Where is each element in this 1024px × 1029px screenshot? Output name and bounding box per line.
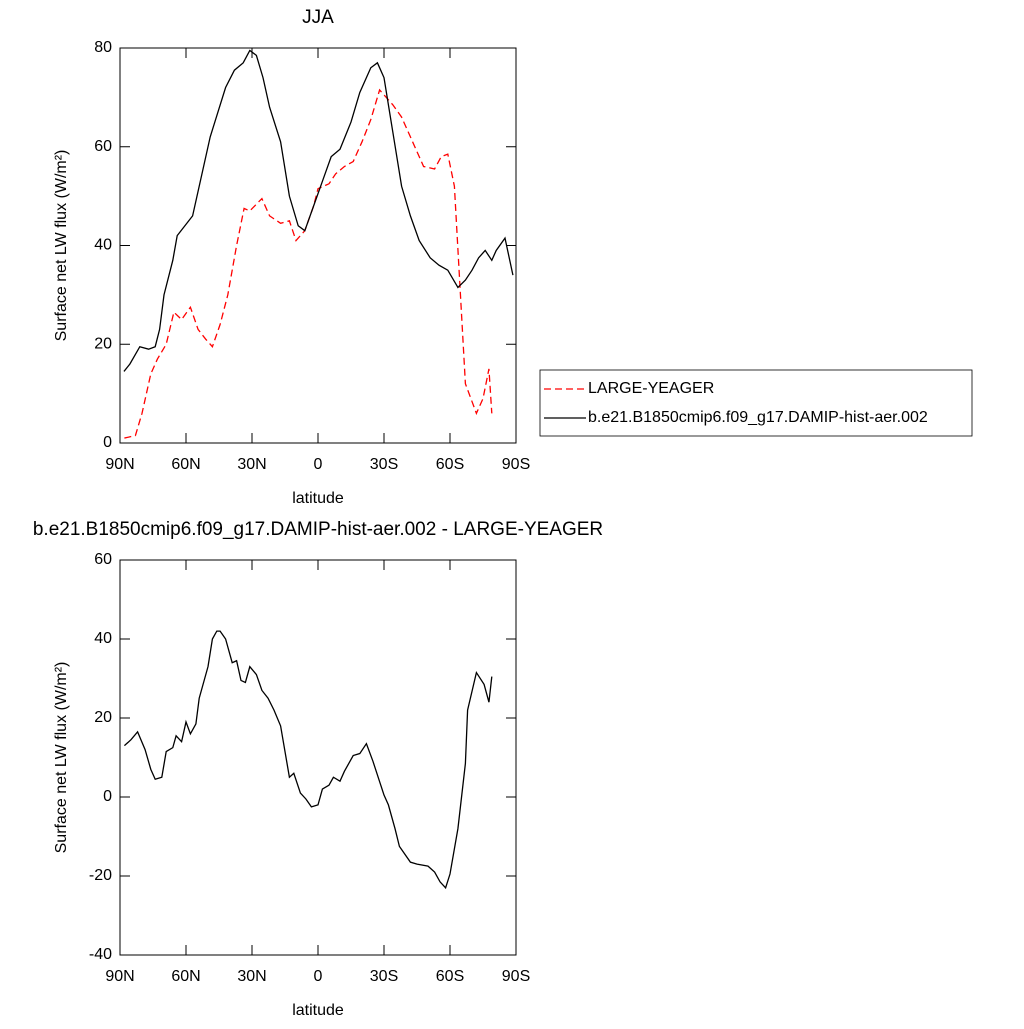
x-tick-label: 30N	[237, 968, 266, 985]
legend-label: LARGE-YEAGER	[588, 380, 714, 397]
x-tick-label: 90N	[105, 456, 134, 473]
y-tick-label: 20	[94, 709, 112, 726]
y-tick-label: -40	[89, 946, 112, 963]
x-tick-label: 60S	[436, 968, 464, 985]
y-tick-label: 80	[94, 39, 112, 56]
plot-frame	[119, 559, 517, 956]
x-tick-label: 90S	[502, 456, 530, 473]
y-tick-label: 60	[94, 138, 112, 155]
chart-title: JJA	[302, 7, 334, 28]
x-tick-label: 30N	[237, 456, 266, 473]
x-tick-label: 30S	[370, 968, 398, 985]
x-tick-label: 30S	[370, 456, 398, 473]
y-tick-label: 40	[94, 630, 112, 647]
x-tick-label: 90S	[502, 968, 530, 985]
chart-title: b.e21.B1850cmip6.f09_g17.DAMIP-hist-aer.…	[33, 519, 603, 540]
plot-frame	[119, 47, 517, 444]
y-tick-label: 20	[94, 335, 112, 352]
y-tick-label: -20	[89, 867, 112, 884]
y-tick-label: 0	[103, 788, 112, 805]
data-line	[123, 49, 514, 372]
x-tick-label: 60N	[171, 968, 200, 985]
legend-label: b.e21.B1850cmip6.f09_g17.DAMIP-hist-aer.…	[588, 409, 928, 426]
data-line	[123, 630, 493, 890]
x-axis-label: latitude	[292, 1002, 344, 1019]
x-tick-label: 0	[314, 968, 323, 985]
x-tick-label: 60S	[436, 456, 464, 473]
x-tick-label: 60N	[171, 456, 200, 473]
y-tick-label: 40	[94, 237, 112, 254]
y-axis-label: Surface net LW flux (W/m²)	[53, 662, 70, 854]
legend-box	[539, 369, 973, 437]
x-tick-label: 90N	[105, 968, 134, 985]
y-tick-label: 60	[94, 551, 112, 568]
x-axis-label: latitude	[292, 490, 344, 507]
y-axis-label: Surface net LW flux (W/m²)	[53, 150, 70, 342]
y-tick-label: 0	[103, 434, 112, 451]
x-tick-label: 0	[314, 456, 323, 473]
